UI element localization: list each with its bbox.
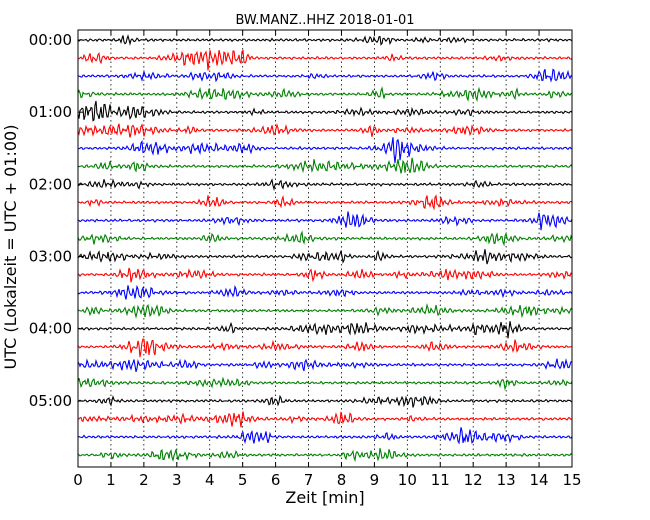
- y-tick-label: 00:00: [29, 31, 72, 49]
- y-tick-label: 01:00: [29, 103, 72, 121]
- y-tick-label: 05:00: [29, 392, 72, 410]
- seismogram-trace: [77, 100, 573, 122]
- y-axis-ticks: 00:00 01:00 02:00 03:00 04:00 05:00: [29, 31, 83, 410]
- x-tick-label: 12: [464, 471, 483, 489]
- seismogram-trace: [77, 284, 573, 300]
- chart-title: BW.MANZ..HHZ 2018-01-01: [235, 13, 414, 28]
- y-axis-label: UTC (Lokalzeit = UTC + 01:00): [1, 125, 20, 370]
- seismogram-trace: [77, 338, 573, 358]
- x-tick-label: 1: [106, 471, 116, 489]
- seismogram-trace: [77, 427, 573, 445]
- x-tick-label: 3: [172, 471, 182, 489]
- x-tick-label: 9: [370, 471, 380, 489]
- x-axis-ticks: 0 1 2 3 4 5 6 7 8 9 10 11 12 13 14 15: [73, 30, 582, 489]
- seismogram-trace: [77, 321, 573, 339]
- seismogram-trace: [77, 411, 573, 428]
- seismogram-trace: [77, 303, 573, 319]
- x-tick-label: 10: [398, 471, 417, 489]
- x-tick-label: 15: [562, 471, 581, 489]
- seismogram-trace: [77, 230, 573, 247]
- x-tick-label: 7: [304, 471, 314, 489]
- seismogram-trace: [77, 267, 573, 283]
- x-tick-label: 4: [205, 471, 215, 489]
- seismogram-trace: [77, 86, 573, 103]
- seismogram-trace: [77, 448, 573, 463]
- seismogram-trace: [77, 194, 573, 211]
- x-axis-label: Zeit [min]: [285, 488, 364, 507]
- x-tick-label: 13: [497, 471, 516, 489]
- x-tick-label: 2: [139, 471, 149, 489]
- seismogram-trace: [77, 394, 573, 408]
- seismogram-trace: [77, 157, 573, 174]
- y-tick-label: 03:00: [29, 248, 72, 266]
- x-tick-label: 14: [530, 471, 549, 489]
- trace-group: [77, 34, 573, 463]
- seismogram-trace: [77, 211, 573, 231]
- seismogram-trace: [77, 137, 573, 164]
- seismogram-trace: [77, 34, 573, 46]
- seismogram-trace: [77, 358, 573, 372]
- seismogram-trace: [77, 68, 573, 83]
- seismogram-trace: [77, 249, 573, 265]
- x-tick-label: 11: [431, 471, 450, 489]
- x-tick-label: 0: [73, 471, 83, 489]
- seismogram-trace: [77, 376, 573, 391]
- seismogram-trace: [77, 122, 573, 138]
- x-tick-label: 5: [238, 471, 248, 489]
- y-tick-label: 04:00: [29, 320, 72, 338]
- seismogram-trace: [77, 49, 573, 71]
- x-tick-label: 8: [337, 471, 347, 489]
- seismogram-trace: [77, 178, 573, 192]
- plot-frame: [77, 29, 573, 468]
- y-tick-label: 02:00: [29, 175, 72, 193]
- grid-lines: [110, 30, 540, 467]
- x-tick-label: 6: [271, 471, 281, 489]
